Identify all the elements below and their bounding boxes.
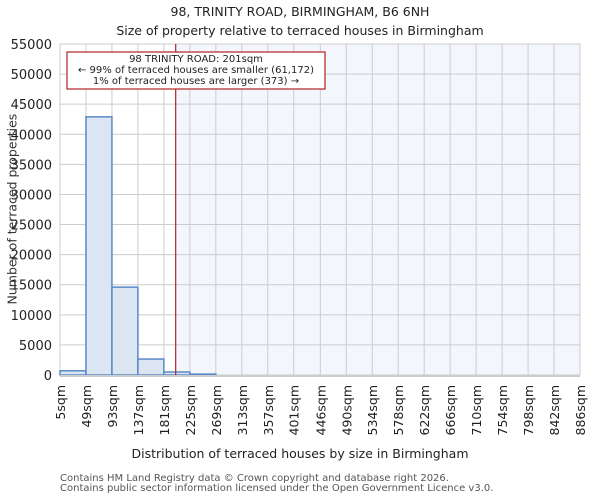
histogram-bar (189, 373, 217, 376)
x-tick-label: 181sqm (157, 385, 172, 435)
y-tick-label: 20000 (11, 249, 52, 264)
x-tick-label: 446sqm (313, 385, 328, 435)
x-tick-label: 534sqm (365, 385, 380, 435)
highlight-region (175, 44, 581, 375)
y-tick-label: 25000 (11, 219, 52, 234)
footer-copyright: Contains HM Land Registry data © Crown c… (60, 473, 449, 484)
x-tick-label: 5sqm (53, 385, 68, 420)
x-axis-label: Distribution of terraced houses by size … (131, 446, 469, 461)
y-tick-label: 55000 (11, 38, 52, 53)
x-tick-label: 578sqm (391, 385, 406, 435)
annotation-text: 1% of terraced houses are larger (373) → (93, 76, 299, 87)
annotation-box (66, 51, 326, 90)
y-tick-label: 0 (44, 369, 52, 384)
y-axis-label: Number of terraced properties (4, 113, 20, 305)
chart-subtitle: Size of property relative to terraced ho… (116, 23, 484, 38)
histogram-bar (59, 370, 87, 376)
x-tick-label: 754sqm (495, 385, 510, 435)
y-tick-label: 40000 (11, 128, 52, 143)
chart-title: 98, TRINITY ROAD, BIRMINGHAM, B6 6NH (170, 4, 430, 19)
y-tick-label: 35000 (11, 158, 52, 173)
x-tick-label: 49sqm (79, 385, 94, 428)
x-tick-label: 401sqm (287, 385, 302, 435)
x-tick-label: 622sqm (417, 385, 432, 435)
histogram-bar (163, 371, 191, 376)
x-tick-label: 886sqm (573, 385, 588, 435)
annotation-text: ← 99% of terraced houses are smaller (61… (78, 65, 314, 76)
histogram-bar (111, 286, 139, 376)
x-tick-label: 137sqm (131, 385, 146, 435)
x-tick-label: 269sqm (209, 385, 224, 435)
footer-licence: Contains public sector information licen… (60, 483, 494, 494)
annotation-text: 98 TRINITY ROAD: 201sqm (129, 54, 263, 65)
histogram-bar (85, 116, 113, 376)
y-tick-label: 50000 (11, 68, 52, 83)
x-tick-label: 93sqm (105, 385, 120, 428)
y-tick-label: 10000 (11, 309, 52, 324)
x-tick-label: 225sqm (183, 385, 198, 435)
x-tick-label: 666sqm (443, 385, 458, 435)
x-tick-label: 490sqm (339, 385, 354, 435)
x-tick-label: 798sqm (521, 385, 536, 435)
x-tick-label: 842sqm (547, 385, 562, 435)
y-tick-label: 15000 (11, 279, 52, 294)
x-tick-label: 313sqm (235, 385, 250, 435)
histogram-bar (137, 358, 165, 376)
y-tick-label: 45000 (11, 98, 52, 113)
y-tick-label: 30000 (11, 188, 52, 203)
x-tick-label: 357sqm (261, 385, 276, 435)
y-tick-label: 5000 (19, 339, 52, 354)
x-tick-label: 710sqm (469, 385, 484, 435)
